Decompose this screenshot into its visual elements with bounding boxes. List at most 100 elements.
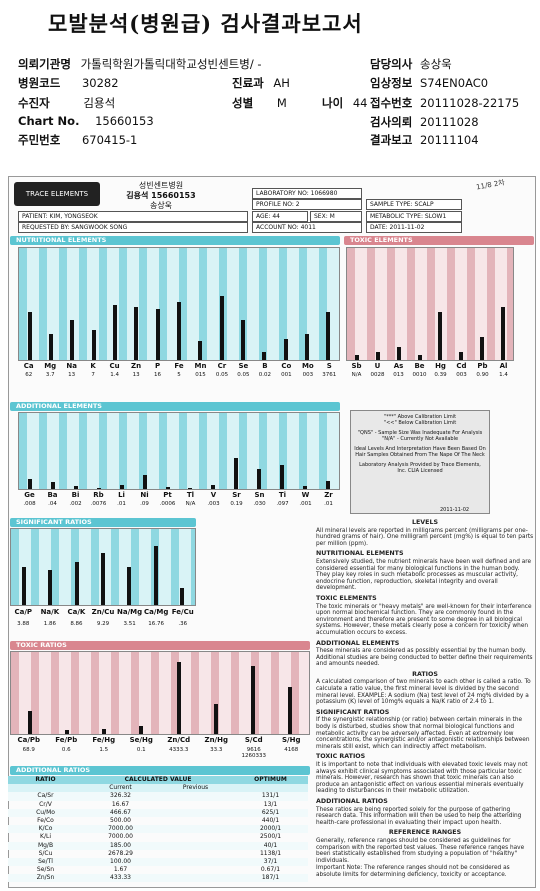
add-value: .01 (117, 501, 126, 507)
previous-cell (158, 801, 233, 809)
receipt-field: 접수번호 20111028-22175 (370, 95, 519, 111)
add-bar-bi (74, 485, 79, 489)
tox-value: N/A (351, 372, 362, 378)
patient-value: 김용석 (83, 96, 116, 110)
sex-value: M (276, 96, 287, 110)
tr-bar-se-hg (139, 726, 144, 734)
col-previous: Previous (182, 784, 209, 792)
previous-cell (158, 850, 233, 858)
col-opt: OPTIMUM (254, 776, 287, 783)
toxic-ratios-heading: TOXIC RATIOS (10, 641, 310, 650)
tr-value: 33.3 (210, 747, 223, 753)
ref-info-text-2: Important Note: The reference ranges sho… (316, 865, 510, 878)
tox-value: 0.39 (434, 372, 447, 378)
nutr-value: 62 (25, 372, 33, 378)
tr-value: 68.9 (22, 747, 35, 753)
nutr-bar-fe (177, 301, 181, 360)
tox-label: Pb (477, 362, 488, 370)
add-value: .030 (253, 501, 266, 507)
add-value: .002 (69, 501, 82, 507)
value-cell: 326.32 (110, 792, 131, 800)
result-value: 20111104 (419, 133, 479, 147)
nutritional-chart (18, 247, 340, 361)
add-label: Tl (186, 491, 195, 499)
nutr-label: B (262, 362, 268, 370)
nutr-bar-s (326, 312, 331, 360)
ref-info-heading: REFERENCE RANGES (388, 829, 462, 837)
tr-value: 4333.3 (169, 747, 189, 753)
additional-heading: ADDITIONAL ELEMENTS (10, 402, 340, 411)
toxic-heading: TOXIC ELEMENTS (344, 236, 534, 245)
tox-value: 013 (393, 372, 404, 378)
add-label: Ba (47, 491, 58, 499)
nutr-value: 0.05 (237, 372, 250, 378)
additional-ratios-heading: ADDITIONAL RATIOS (10, 766, 310, 775)
optimum-cell: 131/1 (261, 792, 280, 800)
chart-label: Chart No. (18, 114, 80, 128)
toxic-labels: Sb U As Be Hg Cd Pb Al (346, 362, 514, 370)
levels-heading: LEVELS (411, 519, 439, 526)
clinical-label: 임상정보 (370, 76, 413, 90)
sig-label: Na/K (40, 608, 60, 616)
ratio-cell: K/Co (38, 825, 53, 833)
tr-label: Zn/Cd (167, 736, 191, 744)
nutr-label: Co (281, 362, 292, 370)
nutr-value: 13 (132, 372, 140, 378)
value-cell: 185.00 (110, 841, 131, 849)
optimum-cell: 40/1 (263, 841, 278, 849)
sig-label: Ca/Mg (143, 608, 169, 616)
nutr-label: Cu (109, 362, 120, 370)
patient-box: PATIENT: KIM, YONGSEOK (18, 211, 248, 222)
ratio-cell: Mg/B (37, 841, 54, 849)
tr-bar-ca-pb (27, 711, 32, 734)
value-cell: 500.00 (110, 816, 131, 824)
previous-cell (158, 842, 233, 850)
previous-cell (158, 825, 233, 833)
table-row: Cr/V 16.67 13/1 (8, 801, 308, 809)
sig-label: Zn/Cu (91, 608, 115, 616)
add-value: .001 (299, 501, 312, 507)
add-label: Sr (232, 491, 241, 499)
nutr-value: 0.05 (215, 372, 229, 378)
sig-bar-na-mg (127, 566, 132, 605)
tr-bar-fe-hg (102, 729, 107, 734)
tr-value: 9616 1260333 (241, 747, 267, 759)
nutr-value: 3761 (322, 372, 337, 378)
tox-value: 1.4 (499, 372, 508, 378)
add-bar-w (302, 486, 307, 489)
institution-value: 가톨릭학원가톨릭대학교성빈센트병/ - (80, 57, 262, 71)
sig-bar-fe-cu (179, 587, 184, 605)
addr-info-text: These ratios are being reported solely f… (316, 806, 522, 826)
nutr-bar-p (155, 309, 160, 360)
table-row: Cu/Mo 466.67 625/1 (8, 808, 308, 817)
optimum-cell: 0.67/1 (260, 866, 281, 874)
nutritional-values: 62 3.7 13 7 1.4 13 16 5 015 0.05 0.05 0.02 001 003 376… (18, 372, 340, 378)
tox-value: 0028 (370, 372, 385, 378)
value-cell: 7000.00 (108, 833, 133, 841)
tr-bar-zn-hg (213, 703, 218, 734)
toxic-ratios-labels: Ca/Pb Fe/Pb Fe/Hg Se/Hg Zn/Cd Zn/Hg S/Cd S/Hg (10, 736, 310, 744)
sig-label: Ca/K (67, 608, 86, 616)
nutr-value: 5 (177, 372, 181, 378)
ratios-info-text: A calculated comparison of two minerals … (316, 679, 531, 706)
nutr-bar-mo (305, 333, 309, 360)
add-bar-li (119, 484, 124, 489)
sig-info-text: If the synergistic relationship (or rati… (316, 717, 530, 750)
table-row: Zn/Sn 433.33 187/1 (8, 874, 308, 883)
rrn-label: 주민번호 (18, 133, 61, 147)
value-cell: 2678.29 (108, 849, 133, 857)
optimum-cell: 13/1 (263, 800, 278, 808)
nutr-label: K (90, 362, 96, 370)
add-bar-sr (234, 457, 239, 489)
add-value: 0.19 (230, 501, 243, 507)
tr-label: Fe/Pb (55, 736, 78, 744)
tox-info-heading: TOXIC ELEMENTS (316, 594, 377, 602)
add-bar-zr (325, 480, 330, 489)
tox-bar-hg (438, 312, 443, 360)
tr-value: 1.5 (99, 747, 109, 753)
nutr-bar-cu (113, 304, 117, 360)
result-field: 결과보고 20111104 (370, 132, 479, 148)
add-value: .008 (23, 501, 36, 507)
nutr-bar-na (70, 319, 75, 360)
add-label: Rb (93, 491, 104, 499)
